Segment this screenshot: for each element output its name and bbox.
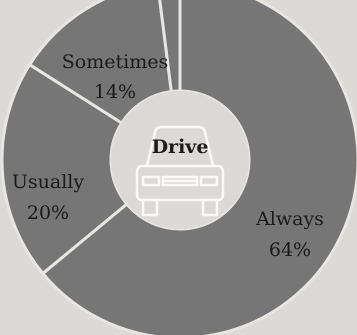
label-usually-value: 20% (27, 202, 69, 224)
center-hole (111, 91, 249, 229)
car-icon (135, 125, 225, 217)
label-always-name: Always (255, 208, 324, 230)
slice-sometimes (27, 0, 174, 126)
label-always-value: 64% (269, 239, 311, 261)
label-sometimes-value: 14% (94, 81, 136, 103)
label-usually-name: Usually (12, 171, 84, 193)
center-label: Drive (152, 136, 209, 158)
label-sometimes-name: Sometimes (62, 51, 168, 73)
